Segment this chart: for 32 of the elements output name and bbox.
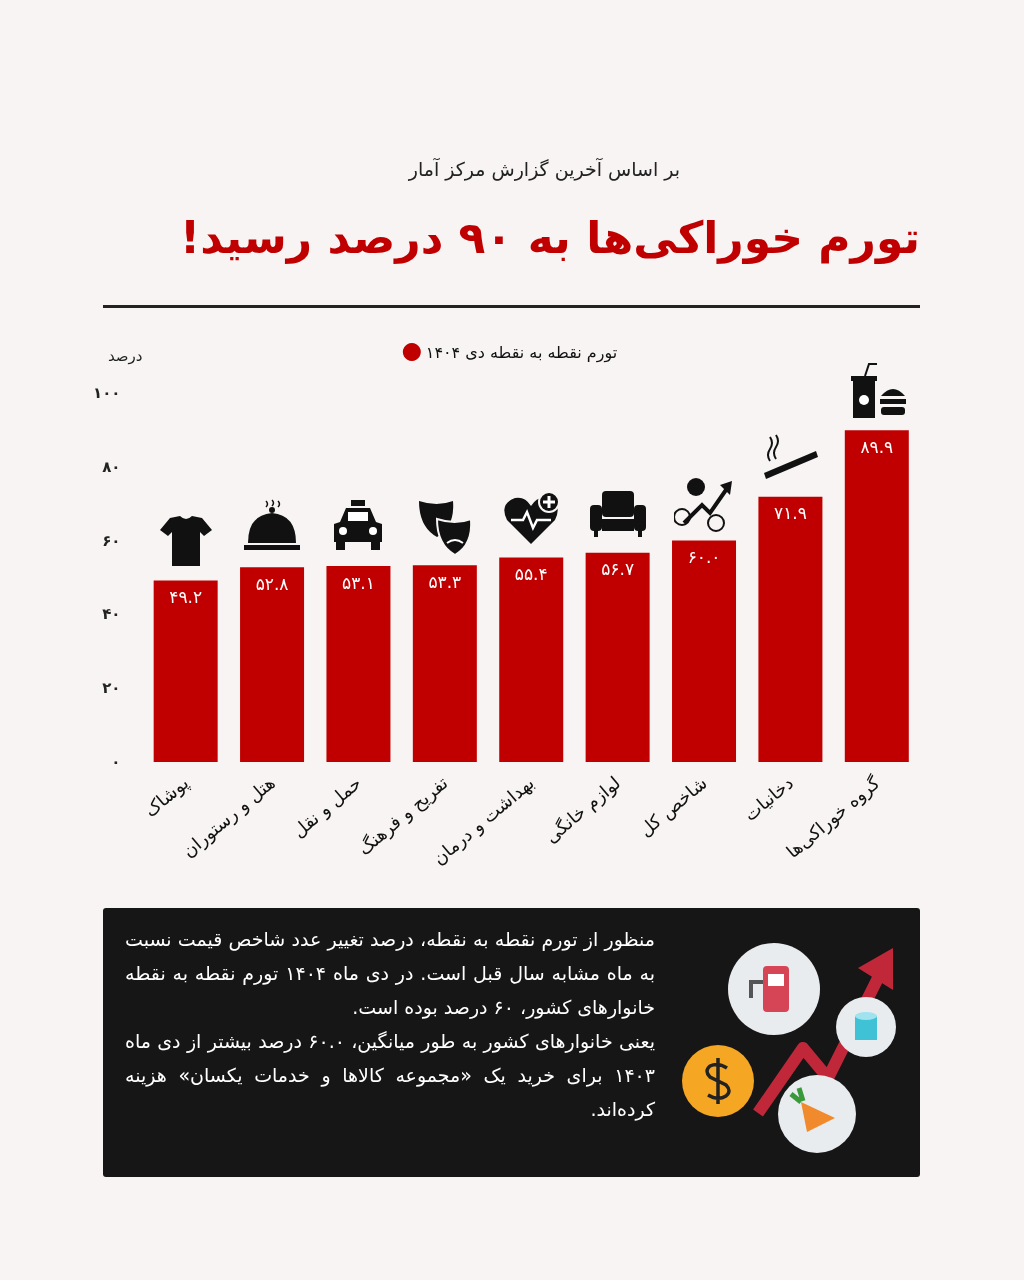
- bar: [326, 566, 391, 762]
- y-tick-label: ۶۰: [102, 531, 121, 550]
- y-tick-label: ۴۰: [102, 605, 121, 624]
- data-label: ۵۶.۷: [601, 559, 635, 580]
- y-tick-label: ۸۰: [102, 457, 121, 476]
- legend-label: تورم نقطه به نقطه دی ۱۴۰۴: [425, 342, 618, 363]
- chart-subtitle: بر اساس آخرین گزارش مرکز آمار: [408, 158, 680, 180]
- x-tick-label: لوازم خانگی: [540, 771, 626, 848]
- bar: [672, 540, 737, 762]
- data-label: ۵۵.۴: [514, 564, 548, 585]
- text: منظور از تورم نقطه به نقطه، درصد تغییر عدد شاخص قیمت نسبت به ماه مشابه سال قبل است. در دی ماه ۱۴۰۴ تورم نقطه به نقطه خانوارهای کشور، ۶۰ درصد بوده است.: [125, 927, 655, 1021]
- bar: [585, 552, 650, 762]
- data-label: ۷۱.۹: [774, 503, 807, 524]
- data-label: ۵۳.۱: [342, 572, 375, 593]
- y-tick-label: ۰: [111, 753, 121, 771]
- bar: [758, 496, 823, 762]
- text: یعنی خانوارهای کشور به طور میانگین، ۶۰.۰ درصد بیشتر از دی ماه ۱۴۰۳ برای خرید یک «مجموعه کالاها و خدمات یکسان» هزینه کرده‌اند.: [125, 1029, 656, 1123]
- y-axis-title: درصد: [107, 346, 143, 365]
- data-label: ۸۹.۹: [860, 436, 894, 457]
- bar: [844, 430, 909, 762]
- bar: [153, 580, 218, 762]
- chart-title: تورم خوراکی‌ها به ۹۰ درصد رسید!: [180, 212, 920, 263]
- bar: [240, 567, 305, 762]
- bar: [499, 557, 564, 762]
- x-tick-label: شاخص کل: [634, 771, 712, 842]
- y-tick-label: ۲۰: [102, 679, 121, 698]
- bar: [412, 565, 477, 762]
- data-label: ۵۳.۳: [428, 571, 462, 592]
- y-tick-label: ۱۰۰: [93, 384, 121, 402]
- data-label: ۵۲.۸: [255, 573, 289, 594]
- data-label: ۶۰.۰: [687, 547, 721, 568]
- data-label: ۴۹.۲: [169, 586, 203, 607]
